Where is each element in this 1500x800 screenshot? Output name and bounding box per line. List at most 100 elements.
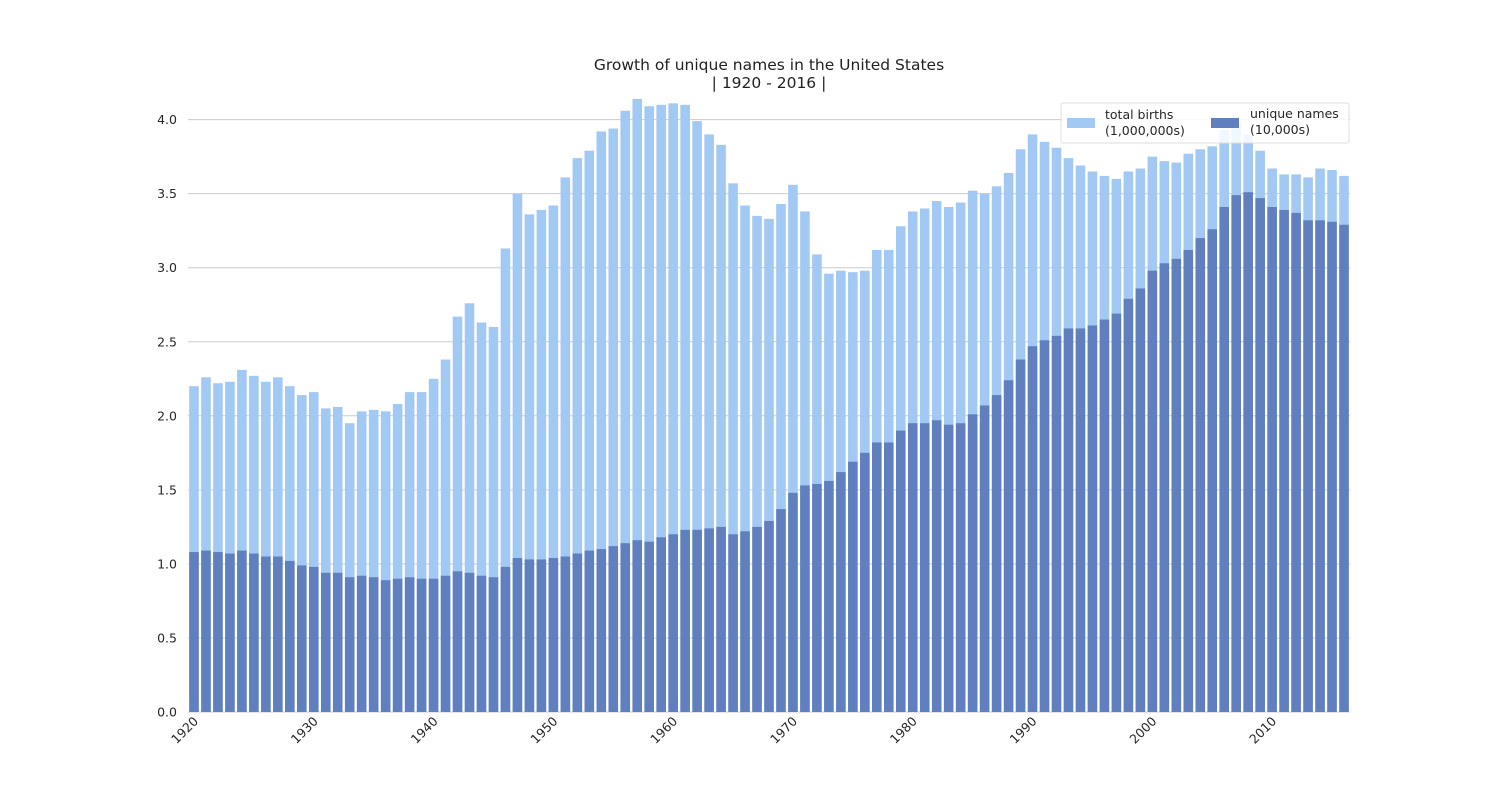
x-tick-label: 2010 (1246, 713, 1279, 746)
bar (512, 557, 523, 712)
bar (704, 134, 714, 712)
bar (1303, 220, 1313, 712)
bar (249, 375, 259, 712)
bar (476, 322, 487, 712)
x-tick-label: 2000 (1126, 713, 1159, 746)
bar (620, 543, 631, 712)
bar (285, 386, 295, 712)
bar (1195, 238, 1206, 712)
y-tick-label: 2.5 (157, 334, 177, 349)
bar (1147, 270, 1158, 712)
bar (320, 408, 331, 712)
bar (668, 534, 678, 712)
bar (201, 377, 211, 712)
bar (800, 211, 810, 712)
bar (320, 572, 331, 712)
bar (1087, 325, 1098, 712)
bar (812, 483, 822, 712)
bar (740, 531, 750, 712)
bar (213, 383, 223, 712)
bar (332, 572, 343, 712)
x-axis-ticks: 1920 1930 1940 1950 1960 1970 1980 1990 2000 2010 (168, 713, 1279, 746)
legend-label-total-births-line2: (1,000,000s) (1105, 123, 1185, 138)
bar (1123, 298, 1134, 712)
bar (728, 534, 738, 712)
bar (1111, 313, 1122, 712)
x-tick-label: 1990 (1007, 713, 1040, 746)
bar (596, 131, 607, 713)
bar (632, 540, 643, 712)
bar (824, 480, 834, 712)
legend-frame (1060, 102, 1350, 144)
bar (1291, 212, 1301, 713)
bar (548, 557, 559, 712)
bar (656, 537, 666, 712)
bar (764, 520, 774, 712)
bar (273, 377, 283, 712)
bar (1099, 319, 1110, 712)
bar (907, 423, 918, 712)
bar (991, 395, 1002, 712)
bar (572, 158, 583, 712)
chart-title: Growth of unique names in the United Sta… (594, 56, 944, 74)
bar (680, 529, 690, 712)
bar (692, 529, 702, 712)
bar (261, 381, 271, 712)
bar (344, 577, 355, 712)
bar (1207, 229, 1218, 712)
legend-swatch-unique-names (1211, 118, 1239, 128)
bar (488, 326, 499, 712)
bar (1003, 380, 1014, 712)
bar (440, 359, 451, 712)
bar (308, 566, 319, 712)
bar (488, 577, 499, 712)
bar (560, 177, 571, 712)
bar (1339, 224, 1349, 712)
bar (967, 414, 978, 712)
bar (692, 121, 702, 713)
bar (464, 572, 475, 712)
y-tick-label: 0.0 (157, 705, 177, 720)
bar (1135, 288, 1146, 712)
y-tick-label: 3.0 (157, 260, 177, 275)
bar (297, 565, 307, 712)
bar (1039, 340, 1050, 712)
bar (1219, 207, 1229, 712)
bar (1183, 249, 1194, 712)
bar (800, 485, 810, 712)
bar (608, 546, 619, 712)
bar (428, 378, 439, 712)
bar (344, 423, 355, 712)
bar (524, 214, 535, 712)
bar (1231, 195, 1241, 712)
bar (740, 205, 750, 712)
bar (788, 184, 798, 712)
bar (1255, 198, 1265, 713)
bar (452, 571, 463, 712)
bar (728, 183, 738, 713)
y-tick-label: 1.0 (157, 556, 177, 571)
bar (668, 103, 678, 712)
bar (1243, 192, 1253, 712)
bar (836, 472, 846, 712)
bar (776, 509, 786, 712)
bar (536, 559, 547, 712)
bar (392, 403, 403, 712)
bar (1015, 359, 1026, 712)
bar (848, 461, 858, 712)
bar (512, 193, 523, 713)
bar (452, 316, 463, 712)
bar (979, 405, 990, 712)
y-axis-ticks: 0.0 0.5 1.0 1.5 2.0 2.5 3.0 3.5 4.0 (157, 112, 177, 719)
bar (500, 566, 511, 712)
bar (464, 303, 475, 712)
bar (189, 552, 199, 712)
bar (596, 549, 607, 712)
bar (620, 110, 631, 713)
bar (380, 580, 391, 712)
series-unique-names (189, 192, 1349, 713)
bar (237, 550, 247, 712)
bar (297, 395, 307, 712)
